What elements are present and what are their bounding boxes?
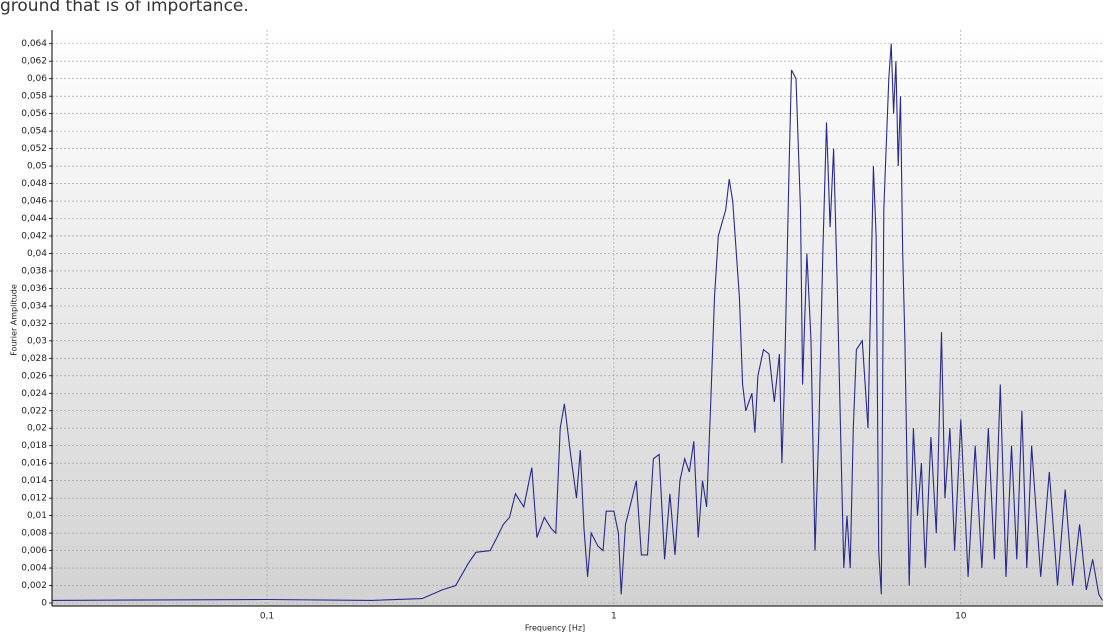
x-tick-label: 10	[955, 612, 967, 622]
x-axis-label: Frequency [Hz]	[525, 624, 585, 633]
y-tick-label: 0,06	[27, 74, 47, 84]
y-tick-label: 0	[41, 599, 47, 609]
y-tick-label: 0,008	[21, 529, 47, 539]
caption: ground that is of importance.	[0, 0, 249, 16]
y-tick-label: 0,014	[21, 476, 47, 486]
plot-area	[52, 30, 1103, 606]
y-tick-label: 0,016	[21, 459, 47, 469]
y-tick-label: 0,042	[21, 231, 47, 241]
spectrum-line	[51, 43, 1103, 601]
y-tick-label: 0,034	[21, 301, 47, 311]
y-tick-label: 0,028	[21, 354, 47, 364]
y-tick-label: 0,048	[21, 179, 47, 189]
x-tick-label: 0,1	[260, 612, 274, 622]
y-tick-label: 0,052	[21, 144, 47, 154]
y-tick-label: 0,02	[27, 424, 47, 434]
y-tick-label: 0,032	[21, 319, 47, 329]
y-tick-label: 0,044	[21, 214, 47, 224]
y-tick-label: 0,046	[21, 197, 47, 207]
x-tick-label: 1	[611, 612, 617, 622]
y-tick-label: 0,056	[21, 109, 47, 119]
y-tick-label: 0,058	[21, 92, 47, 102]
y-tick-label: 0,062	[21, 57, 47, 67]
y-tick-label: 0,05	[27, 162, 47, 172]
y-tick-label: 0,004	[21, 564, 47, 574]
y-tick-label: 0,018	[21, 441, 47, 451]
y-axis-label: Fourier Amplitude	[10, 284, 19, 356]
y-tick-label: 0,04	[27, 249, 47, 259]
y-tick-label: 0,064	[21, 39, 47, 49]
y-tick-label: 0,01	[27, 511, 47, 521]
y-tick-label: 0,036	[21, 284, 47, 294]
y-tick-label: 0,054	[21, 127, 47, 137]
y-tick-label: 0,022	[21, 406, 47, 416]
y-tick-label: 0,012	[21, 494, 47, 504]
y-tick-label: 0,024	[21, 389, 47, 399]
y-tick-label: 0,026	[21, 371, 47, 381]
y-tick-label: 0,006	[21, 546, 47, 556]
y-tick-label: 0,002	[21, 581, 47, 591]
y-tick-label: 0,038	[21, 266, 47, 276]
y-tick-label: 0,03	[27, 336, 47, 346]
